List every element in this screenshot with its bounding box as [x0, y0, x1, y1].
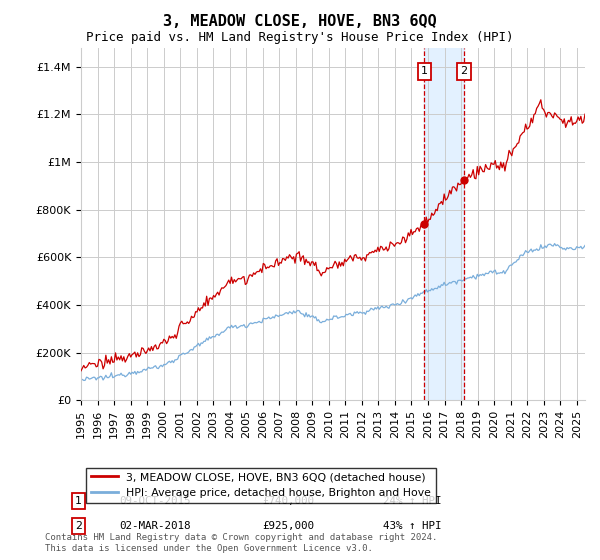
Text: Price paid vs. HM Land Registry's House Price Index (HPI): Price paid vs. HM Land Registry's House … — [86, 31, 514, 44]
Text: 2: 2 — [460, 67, 467, 76]
Text: 1: 1 — [421, 67, 428, 76]
Text: 24% ↑ HPI: 24% ↑ HPI — [383, 496, 442, 506]
Text: Contains HM Land Registry data © Crown copyright and database right 2024.
This d: Contains HM Land Registry data © Crown c… — [45, 533, 437, 553]
Text: 02-MAR-2018: 02-MAR-2018 — [119, 521, 190, 531]
Text: £740,000: £740,000 — [262, 496, 314, 506]
Bar — [424, 48, 464, 400]
Text: 43% ↑ HPI: 43% ↑ HPI — [383, 521, 442, 531]
Legend: 3, MEADOW CLOSE, HOVE, BN3 6QQ (detached house), HPI: Average price, detached ho: 3, MEADOW CLOSE, HOVE, BN3 6QQ (detached… — [86, 468, 436, 503]
Text: 2: 2 — [75, 521, 82, 531]
Text: 3, MEADOW CLOSE, HOVE, BN3 6QQ: 3, MEADOW CLOSE, HOVE, BN3 6QQ — [163, 14, 437, 29]
Text: £925,000: £925,000 — [262, 521, 314, 531]
Text: 1: 1 — [75, 496, 82, 506]
Text: 09-OCT-2015: 09-OCT-2015 — [119, 496, 190, 506]
